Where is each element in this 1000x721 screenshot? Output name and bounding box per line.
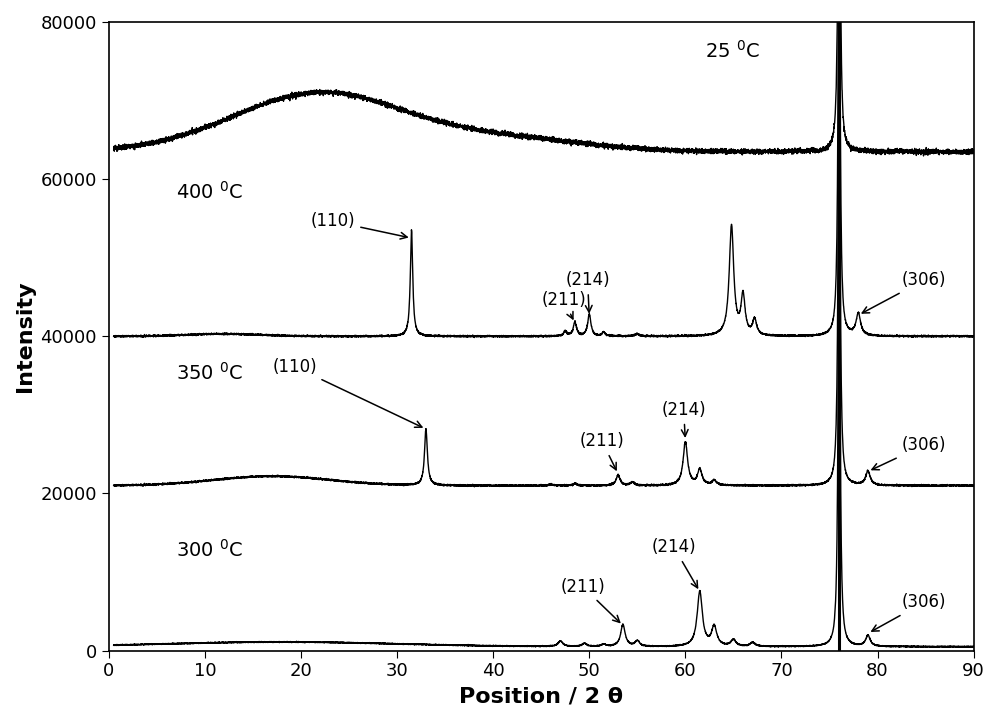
Text: 25 $^0$C: 25 $^0$C: [705, 40, 760, 61]
Text: (211): (211): [560, 578, 620, 622]
Text: (306): (306): [872, 436, 946, 470]
Text: (214): (214): [565, 271, 610, 312]
Text: (214): (214): [652, 539, 698, 588]
Text: (110): (110): [311, 212, 407, 239]
Text: (211): (211): [580, 433, 624, 470]
Text: (306): (306): [862, 271, 946, 313]
Text: 400 $^0$C: 400 $^0$C: [176, 181, 244, 203]
Y-axis label: Intensity: Intensity: [15, 280, 35, 392]
Text: 350 $^0$C: 350 $^0$C: [176, 362, 244, 384]
X-axis label: Position / 2 θ: Position / 2 θ: [459, 686, 623, 706]
Text: (214): (214): [661, 401, 706, 436]
Text: 300 $^0$C: 300 $^0$C: [176, 539, 244, 560]
Text: (211): (211): [541, 291, 586, 319]
Text: (110): (110): [272, 358, 422, 428]
Text: (306): (306): [872, 593, 946, 631]
